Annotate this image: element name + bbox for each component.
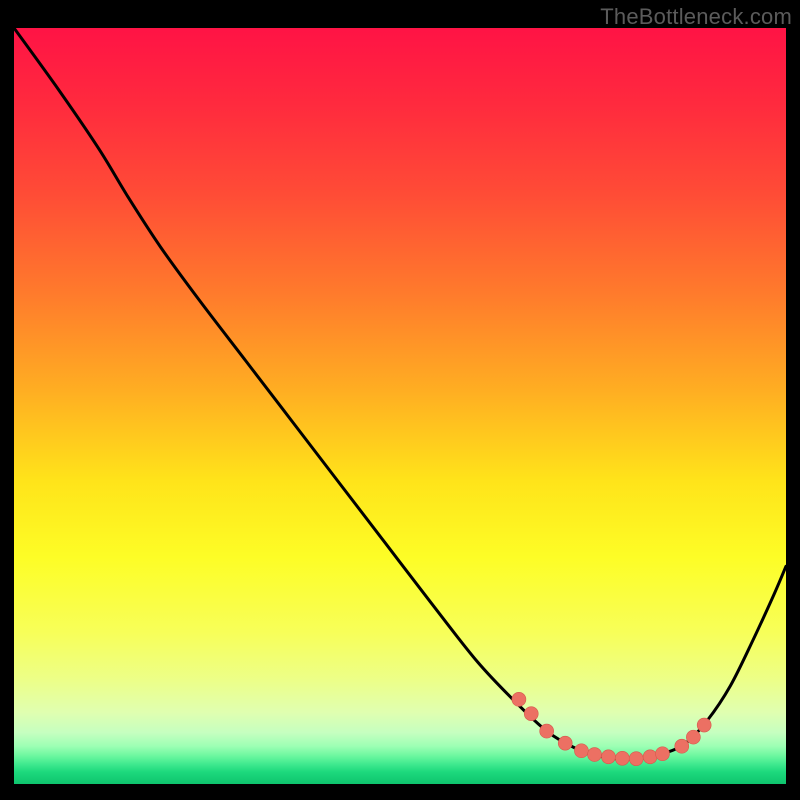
plot-area xyxy=(14,28,786,784)
curve-marker xyxy=(558,736,572,750)
curve-marker xyxy=(601,750,615,764)
gradient-background xyxy=(14,28,786,784)
curve-marker xyxy=(524,707,538,721)
curve-marker xyxy=(512,692,526,706)
curve-marker xyxy=(574,744,588,758)
curve-marker xyxy=(643,750,657,764)
curve-marker xyxy=(540,724,554,738)
curve-marker xyxy=(629,752,643,766)
curve-marker xyxy=(588,748,602,762)
watermark-text: TheBottleneck.com xyxy=(600,4,792,30)
chart-stage: TheBottleneck.com xyxy=(0,0,800,800)
curve-marker xyxy=(675,739,689,753)
curve-marker xyxy=(655,747,669,761)
plot-svg xyxy=(14,28,786,784)
curve-marker xyxy=(615,751,629,765)
curve-marker xyxy=(686,730,700,744)
curve-marker xyxy=(697,718,711,732)
